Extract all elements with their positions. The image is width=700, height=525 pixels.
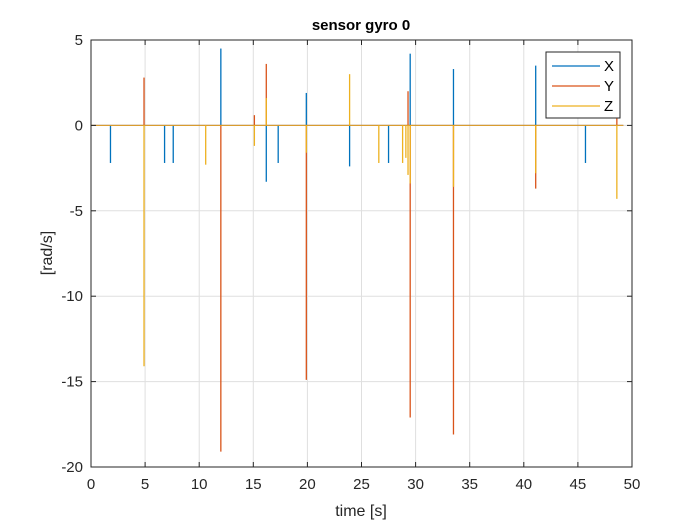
series-z — [91, 74, 624, 367]
x-tick-label: 15 — [245, 476, 262, 493]
legend-box — [545, 51, 621, 119]
x-tick-label: 30 — [407, 476, 424, 493]
x-tick-label: 40 — [515, 476, 532, 493]
x-axis-label: time [s] — [335, 503, 387, 520]
y-axis-label: [rad/s] — [39, 231, 56, 275]
chart-title: sensor gyro 0 — [312, 17, 410, 34]
y-tick-label: -20 — [61, 459, 83, 476]
x-tick-label: 25 — [353, 476, 370, 493]
x-tick-label: 0 — [87, 476, 95, 493]
legend-item-z: Z — [552, 98, 613, 115]
legend-label-x: X — [604, 58, 614, 75]
y-tick-label: -15 — [61, 374, 83, 391]
series-x — [91, 48, 624, 182]
x-tick-label: 5 — [141, 476, 149, 493]
data-series — [91, 48, 624, 452]
x-tick-label: 45 — [570, 476, 587, 493]
legend-label-z: Z — [604, 98, 613, 115]
series-y — [91, 63, 624, 452]
y-tick-label: -10 — [61, 288, 83, 305]
x-tick-label: 10 — [191, 476, 208, 493]
x-tick-label: 50 — [624, 476, 641, 493]
y-tick-label: -5 — [70, 203, 83, 220]
y-tick-label: 5 — [75, 32, 83, 49]
x-tick-label: 20 — [299, 476, 316, 493]
legend: X Y Z — [545, 51, 621, 119]
legend-item-y: Y — [552, 78, 614, 95]
y-tick-label: 0 — [75, 117, 83, 134]
x-tick-label: 35 — [461, 476, 478, 493]
legend-item-x: X — [552, 58, 614, 75]
legend-label-y: Y — [604, 78, 614, 95]
